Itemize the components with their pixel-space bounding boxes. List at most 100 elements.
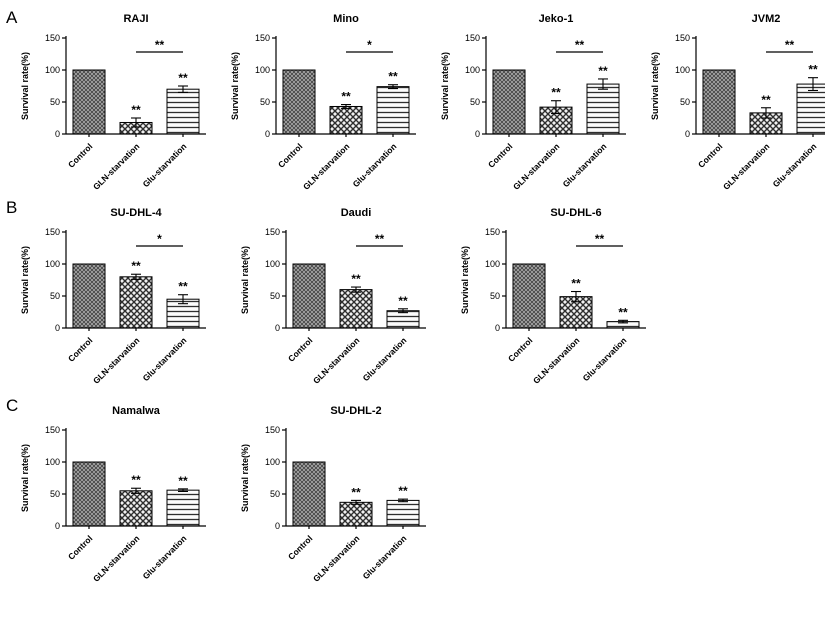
y-tick-label: 50 xyxy=(270,489,280,499)
x-tick-label: Control xyxy=(66,335,94,363)
x-tick-label: Glu-starvation xyxy=(141,141,189,189)
chart-svg: RAJI Survival rate(%) Control ** GLN-starvat… xyxy=(20,13,206,192)
y-axis-label: Survival rate(%) xyxy=(460,246,470,314)
x-tick-label: GLN-starvation xyxy=(311,533,361,583)
bar-control xyxy=(292,461,326,527)
y-tick-label: 0 xyxy=(55,323,60,333)
y-tick-label: 100 xyxy=(45,65,60,75)
panel-label-b: B xyxy=(6,198,18,217)
y-tick-label: 50 xyxy=(50,291,60,301)
bar-control xyxy=(492,69,526,135)
chart-title: JVM2 xyxy=(752,13,781,25)
y-tick-label: 0 xyxy=(495,323,500,333)
x-tick-label: Glu-starvation xyxy=(141,335,189,383)
bar-glu-starvation xyxy=(166,88,200,135)
chart-title: Mino xyxy=(333,13,359,25)
y-tick-label: 50 xyxy=(260,97,270,107)
y-tick-label: 0 xyxy=(275,323,280,333)
y-axis-label: Survival rate(%) xyxy=(20,444,30,512)
significance-marker: ** xyxy=(178,71,188,85)
bar-chart-mino: Mino Survival rate(%) Control ** GLN-starvat… xyxy=(224,6,424,206)
x-tick-label: Glu-starvation xyxy=(361,533,409,581)
y-tick-label: 50 xyxy=(680,97,690,107)
y-tick-label: 50 xyxy=(490,291,500,301)
y-tick-label: 150 xyxy=(255,33,270,43)
significance-marker: ** xyxy=(808,63,818,77)
panel-label-c: C xyxy=(6,396,19,415)
bar-chart-jvm2: JVM2 Survival rate(%) Control ** GLN-starvat… xyxy=(644,6,825,206)
y-tick-label: 150 xyxy=(675,33,690,43)
y-axis-label: Survival rate(%) xyxy=(650,52,660,120)
chart-svg: Namalwa Survival rate(%) Control ** GLN-star… xyxy=(20,405,206,584)
y-tick-label: 0 xyxy=(265,129,270,139)
comparison-significance: * xyxy=(157,232,162,246)
significance-marker: ** xyxy=(398,294,408,308)
y-tick-label: 100 xyxy=(465,65,480,75)
y-axis-label: Survival rate(%) xyxy=(20,52,30,120)
bar-control xyxy=(292,263,326,329)
x-tick-label: GLN-starvation xyxy=(531,335,581,385)
comparison-significance: ** xyxy=(575,38,585,52)
y-axis-label: Survival rate(%) xyxy=(230,52,240,120)
y-tick-label: 100 xyxy=(265,457,280,467)
x-tick-label: GLN-starvation xyxy=(301,141,351,191)
bar-gln-starvation xyxy=(329,105,363,135)
comparison-significance: ** xyxy=(155,38,165,52)
bar-chart-su-dhl-2: SU-DHL-2 Survival rate(%) Control ** GLN-sta… xyxy=(234,398,434,598)
x-tick-label: Glu-starvation xyxy=(361,335,409,383)
bar-chart-namalwa: Namalwa Survival rate(%) Control ** GLN-star… xyxy=(14,398,214,598)
significance-marker: ** xyxy=(551,86,561,100)
x-tick-label: Glu-starvation xyxy=(351,141,399,189)
bar-control xyxy=(72,69,106,135)
y-tick-label: 150 xyxy=(465,33,480,43)
chart-svg: Daudi Survival rate(%) Control ** GLN-starva… xyxy=(240,207,426,386)
bar-control xyxy=(72,263,106,329)
bar-chart-su-dhl-6: SU-DHL-6 Survival rate(%) Control ** GLN-sta… xyxy=(454,200,654,400)
significance-marker: ** xyxy=(618,305,628,319)
x-tick-label: Glu-starvation xyxy=(561,141,609,189)
x-tick-label: Control xyxy=(66,533,94,561)
y-tick-label: 0 xyxy=(685,129,690,139)
bar-gln-starvation xyxy=(119,490,153,527)
y-tick-label: 50 xyxy=(50,489,60,499)
y-tick-label: 100 xyxy=(485,259,500,269)
y-tick-label: 150 xyxy=(45,227,60,237)
x-tick-label: Control xyxy=(276,141,304,169)
significance-marker: ** xyxy=(341,90,351,104)
bar-glu-starvation xyxy=(586,83,620,135)
bar-chart-jeko-1: Jeko-1 Survival rate(%) Control ** GLN-starv… xyxy=(434,6,634,206)
x-tick-label: GLN-starvation xyxy=(511,141,561,191)
bar-control xyxy=(282,69,316,135)
y-axis-label: Survival rate(%) xyxy=(240,246,250,314)
x-tick-label: Control xyxy=(506,335,534,363)
bar-glu-starvation xyxy=(386,310,420,329)
chart-title: SU-DHL-2 xyxy=(330,405,381,417)
bar-gln-starvation xyxy=(339,501,373,527)
comparison-significance: ** xyxy=(595,232,605,246)
y-tick-label: 0 xyxy=(55,521,60,531)
significance-marker: ** xyxy=(178,280,188,294)
y-tick-label: 50 xyxy=(470,97,480,107)
chart-title: Daudi xyxy=(341,207,372,219)
x-tick-label: Control xyxy=(286,335,314,363)
x-tick-label: GLN-starvation xyxy=(91,141,141,191)
y-tick-label: 100 xyxy=(675,65,690,75)
x-tick-label: Control xyxy=(486,141,514,169)
chart-svg: SU-DHL-4 Survival rate(%) Control ** GLN-sta… xyxy=(20,207,206,386)
y-tick-label: 150 xyxy=(45,425,60,435)
y-tick-label: 0 xyxy=(475,129,480,139)
comparison-significance: * xyxy=(367,38,372,52)
bar-control xyxy=(512,263,546,329)
significance-marker: ** xyxy=(178,474,188,488)
y-tick-label: 100 xyxy=(45,457,60,467)
significance-marker: ** xyxy=(131,259,141,273)
chart-title: SU-DHL-4 xyxy=(110,207,162,219)
bar-gln-starvation xyxy=(119,276,153,329)
x-tick-label: Glu-starvation xyxy=(141,533,189,581)
significance-marker: ** xyxy=(351,272,361,286)
bar-control xyxy=(702,69,736,135)
significance-marker: ** xyxy=(131,103,141,117)
y-tick-label: 0 xyxy=(55,129,60,139)
bar-glu-starvation xyxy=(386,499,420,527)
y-tick-label: 100 xyxy=(45,259,60,269)
